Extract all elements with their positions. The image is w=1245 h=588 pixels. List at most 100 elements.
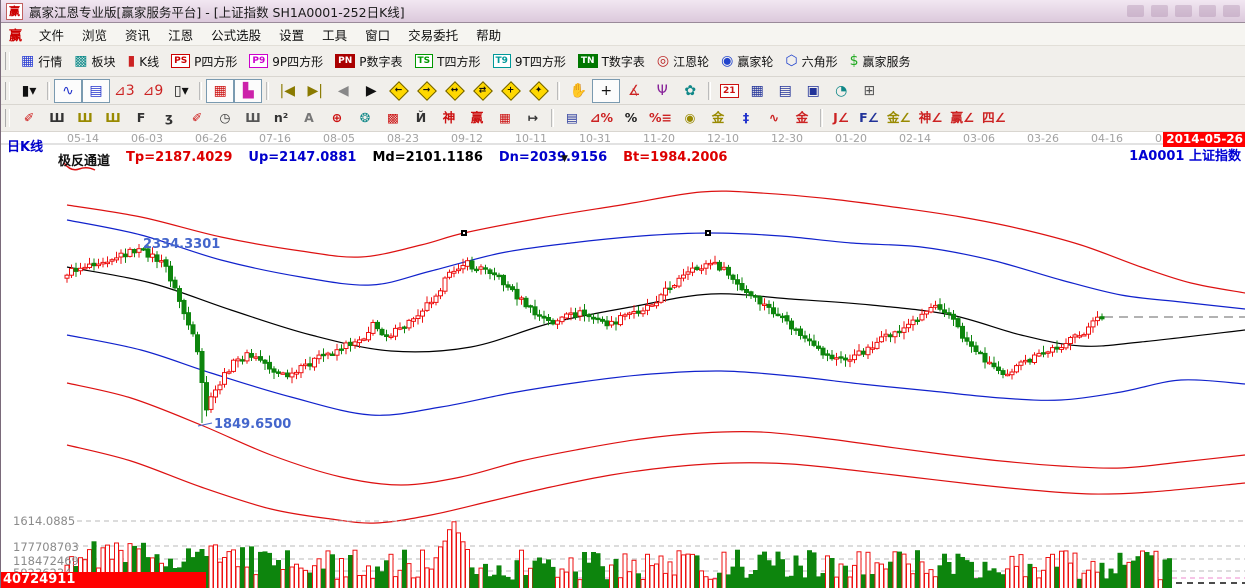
expand-horizontal-button[interactable]: ↔ [441,79,469,103]
winner-service-button[interactable]: $ 赢家服务 [844,48,917,74]
prev-page-button[interactable]: ◀ [329,79,357,103]
histogram-tool-button[interactable]: ▙ [234,78,263,103]
win-ruler-button[interactable]: 赢 [463,106,491,130]
pan-hand-button[interactable]: ✋ [564,79,592,103]
kline-button[interactable]: ▮ K线 [122,48,166,74]
grid-123-button[interactable]: ▦ [491,106,519,130]
toolbar-grip[interactable] [5,109,10,127]
gold-level-button[interactable]: 金 [704,106,732,130]
window-control-ghost-3[interactable] [1175,5,1192,17]
kline-chart-canvas[interactable]: 2334.3301 1849.6500 [1,132,1245,588]
p-square-button[interactable]: PS P四方形 [165,48,243,74]
gann-wheel-button[interactable]: ◎ 江恩轮 [651,48,715,74]
k-mark-button[interactable]: Й [407,106,435,130]
angle-measure-button[interactable]: ∡ [620,79,648,103]
window-control-ghost-2[interactable] [1151,5,1168,17]
tick-ruler-button[interactable]: Ш [43,106,71,130]
stat-list-button[interactable]: ▤ [558,106,586,130]
memo-button[interactable]: ▤ [771,79,799,103]
menu-gann[interactable]: 江恩 [168,27,194,43]
angle-gold-button[interactable]: 金∠ [883,106,915,130]
step-chart-3-button[interactable]: ⊿3 [110,79,139,103]
zoom-all-button[interactable]: + [497,79,525,103]
time-cycle-button[interactable]: ◷ [211,106,239,130]
gann-tool-teal-button[interactable]: ✿ [676,79,704,103]
draw-brush-button[interactable]: ✐ [15,106,43,130]
last-page-button[interactable]: ▶| [301,79,329,103]
9t-square-button[interactable]: T9 9T四方形 [487,48,572,74]
system-tool-button[interactable]: ⊞ [855,79,883,103]
trend-pen-button[interactable]: ‡ [732,106,760,130]
next-page-button[interactable]: ▶ [357,79,385,103]
quotes-button[interactable]: ▦ 行情 [15,48,68,74]
gann-tool-purple-button[interactable]: Ψ [648,79,676,103]
width-measure-button[interactable]: ↦ [519,106,547,130]
gold-ruler-1-button[interactable]: Ш [71,106,99,130]
gold-wave-button[interactable]: 金 [788,106,816,130]
window-control-ghost-1[interactable] [1127,5,1144,17]
angle-shen-button[interactable]: 神∠ [915,106,947,130]
drawing-anchor-markers[interactable] [461,230,711,236]
p-number-table-button[interactable]: PN P数字表 [329,48,408,74]
title-bar[interactable]: 赢 赢家江恩专业版[赢家服务平台] - [上证指数 SH1A0001-252日K… [1,0,1245,23]
window-control-ghost-4[interactable] [1199,5,1216,17]
t-number-table-button[interactable]: TN T数字表 [572,48,651,74]
menu-formula-stock-pick[interactable]: 公式选股 [211,27,262,43]
menu-settings[interactable]: 设置 [279,27,305,43]
angle-f-button[interactable]: F∠ [855,106,883,130]
menu-trade-order[interactable]: 交易委托 [408,27,459,43]
toolbar-grip[interactable] [5,52,10,70]
angle-j-button[interactable]: J∠ [827,106,855,130]
shift-left-button[interactable]: ← [385,79,413,103]
window-control-ghost-5[interactable] [1223,5,1240,17]
spiral-ruler-button[interactable]: ʒ [155,106,183,130]
calendar-button[interactable]: 21 [715,79,743,103]
first-page-button[interactable]: |◀ [273,79,301,103]
angle-four-icon: 四∠ [982,109,1006,125]
info-panel-button[interactable]: ▤ [82,78,110,103]
shen-ruler-button[interactable]: 神 [435,106,463,130]
a-lines-button[interactable]: A [295,106,323,130]
compress-horizontal-button[interactable]: ⇄ [469,79,497,103]
tick-ruler-2-button[interactable]: Ш [239,106,267,130]
star-circle-button[interactable]: ❂ [351,106,379,130]
9p-square-button[interactable]: P9 9P四方形 [243,48,329,74]
menu-tools[interactable]: 工具 [322,27,348,43]
t-square-button[interactable]: TS T四方形 [409,48,487,74]
circle-cross-button[interactable]: ⊕ [323,106,351,130]
f-ruler-button[interactable]: F [127,106,155,130]
save-button[interactable]: ▣ [799,79,827,103]
wave-tool-button[interactable]: ∿ [760,106,788,130]
percent-retrace-button[interactable]: ⊿% [586,106,617,130]
candle-style-dropdown-button[interactable]: ▯▾ [167,79,195,103]
step-chart-9-button[interactable]: ⊿9 [139,79,168,103]
multi-window-button[interactable]: ∿ [54,78,82,103]
menu-help[interactable]: 帮助 [476,27,502,43]
menu-browse[interactable]: 浏览 [82,27,108,43]
hexagon-button[interactable]: ⬡ 六角形 [779,48,843,74]
sectors-button[interactable]: ▩ 板块 [68,48,121,74]
crosshair-button[interactable]: + [592,78,621,103]
percent-button[interactable]: % [617,106,645,130]
pattern-tool-button[interactable]: ▦ [206,78,235,103]
indicator-name[interactable]: 极反通道 [58,154,111,169]
toolbar-grip[interactable] [5,81,10,100]
menu-window[interactable]: 窗口 [365,27,391,43]
world-clock-button[interactable]: ◔ [827,79,855,103]
shift-right-button[interactable]: → [413,79,441,103]
gold-circle-button[interactable]: ◉ [676,106,704,130]
angle-four-button[interactable]: 四∠ [978,106,1010,130]
indicator-dropdown-icon[interactable]: ▼ [561,154,568,164]
gold-ruler-2-button[interactable]: Ш [99,106,127,130]
menu-news[interactable]: 资讯 [125,27,151,43]
percent-level-button[interactable]: %≡ [645,106,676,130]
n-square-button[interactable]: n² [267,106,295,130]
angle-win-button[interactable]: 赢∠ [946,106,978,130]
calculator-button[interactable]: ▦ [743,79,771,103]
grid-circle-button[interactable]: ▩ [379,106,407,130]
winner-wheel-button[interactable]: ◉ 赢家轮 [715,48,779,74]
fit-view-button[interactable]: ✦ [525,79,553,103]
menu-file[interactable]: 文件 [39,27,65,43]
draw-brush-2-button[interactable]: ✐ [183,106,211,130]
kline-type-dropdown-button[interactable]: ▮▾ [15,79,43,103]
